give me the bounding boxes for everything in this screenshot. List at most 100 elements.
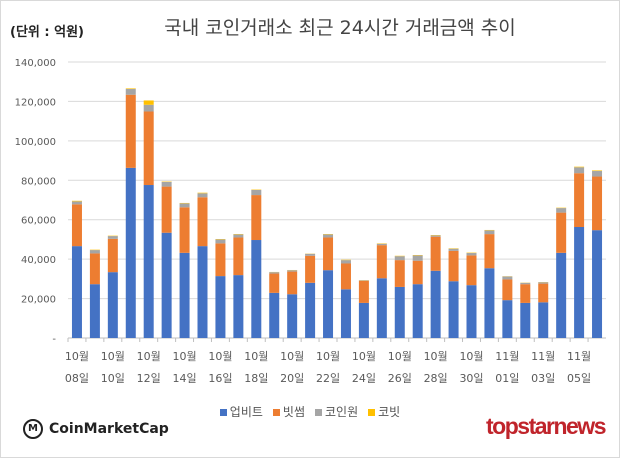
bar-segment (376, 243, 387, 246)
bar-segment (197, 193, 208, 198)
bar-segment (592, 176, 603, 231)
bar-segment (143, 111, 154, 186)
x-tick-label: 03일 (531, 371, 555, 385)
x-tick-label: 10월 (101, 350, 125, 363)
bar-segment (161, 186, 172, 233)
bar-segment (430, 270, 441, 338)
bar-segment (287, 270, 298, 272)
bar-segment (394, 256, 405, 261)
bar-segment (412, 255, 423, 261)
bar-segment (179, 207, 190, 253)
bar-segment (484, 230, 495, 235)
x-tick-label: 08일 (65, 371, 89, 385)
x-tick-label: 10월 (424, 350, 448, 363)
bar-segment (323, 237, 334, 271)
legend-label: 코인원 (325, 405, 359, 419)
bar-segment (287, 294, 298, 338)
x-tick-label: 11월 (495, 350, 519, 363)
bar-segment (340, 263, 351, 290)
bar-segment (340, 289, 351, 338)
legend-swatch (219, 409, 227, 416)
legend-swatch (272, 409, 280, 416)
stacked-bar-chart: - 20,000 40,000 60,000 80,000 100,000 120,000 1… (15, 58, 606, 385)
bar-segment (197, 197, 208, 247)
legend-item: 코빗 (368, 403, 400, 420)
bar-segment (305, 253, 316, 256)
bar-segment (251, 195, 262, 241)
x-tick-label: 16일 (208, 371, 232, 385)
bar-segment (538, 302, 549, 338)
bar-segment (592, 170, 603, 172)
x-tick-label: 11월 (567, 350, 591, 363)
bar-segment (448, 250, 459, 282)
bar-segment (520, 302, 531, 338)
x-tick-label: 10월 (65, 350, 89, 363)
topstarnews-logo: topstarnews (486, 413, 606, 439)
coinmarketcap-logo: M CoinMarketCap (23, 419, 169, 439)
bar-segment (592, 230, 603, 338)
bar-segment (520, 282, 531, 285)
bar-segment (430, 236, 441, 271)
bar-segment (143, 104, 154, 112)
bar-segment (269, 292, 280, 338)
bar-segment (358, 302, 369, 338)
bar-segment (502, 276, 513, 280)
coinmarketcap-text: CoinMarketCap (49, 421, 169, 437)
bar-segment (251, 240, 262, 338)
bar-segment (538, 282, 549, 284)
bar-segment (161, 181, 172, 187)
x-tick-label: 05일 (567, 371, 591, 385)
bar-segment (484, 268, 495, 338)
bar-segment (233, 275, 244, 338)
bar-segment (484, 234, 495, 269)
bar-segment (412, 260, 423, 285)
x-tick-label: 11월 (531, 350, 555, 363)
bar-segment (197, 246, 208, 338)
y-tick-label: - (52, 334, 56, 345)
bar-segment (376, 278, 387, 338)
bar-segment (574, 166, 585, 168)
bar-segment (340, 260, 351, 264)
bar-segment (71, 200, 82, 202)
bar-segment (520, 284, 531, 303)
bar-segment (287, 271, 298, 295)
bar-segment (502, 300, 513, 338)
y-tick-label: 60,000 (21, 216, 56, 227)
bar-segment (538, 283, 549, 303)
legend-swatch (368, 409, 376, 416)
bar-segment (394, 286, 405, 338)
bar-segment (430, 235, 441, 237)
bar-segment (125, 88, 136, 90)
y-tick-label: 120,000 (15, 97, 56, 108)
bar-segment (466, 255, 477, 286)
chart-title: 국내 코인거래소 최근 24시간 거래금액 추이 (164, 17, 516, 39)
bar-segment (125, 89, 136, 95)
x-tick-label: 10월 (244, 350, 268, 363)
bar-segment (592, 171, 603, 177)
x-tick-label: 28일 (424, 371, 448, 385)
bar-segment (556, 252, 567, 338)
bar-segment (71, 204, 82, 247)
legend-item: 업비트 (219, 403, 263, 420)
bar-segment (233, 237, 244, 276)
bar-segment (125, 94, 136, 168)
x-tick-label: 10월 (459, 350, 483, 363)
bar-segment (323, 234, 334, 238)
x-tick-label: 10월 (208, 350, 232, 363)
bar-segment (215, 239, 226, 244)
x-tick-label: 01일 (495, 371, 519, 385)
bar-segment (179, 252, 190, 338)
x-tick-label: 12일 (137, 371, 161, 385)
bar-segment (251, 189, 262, 196)
bar-segment (358, 280, 369, 303)
bar-segment (574, 227, 585, 338)
y-tick-label: 140,000 (15, 58, 56, 69)
bar-segment (305, 282, 316, 338)
bar-segment (143, 185, 154, 338)
x-tick-label: 10월 (316, 350, 340, 363)
x-tick-label: 18일 (244, 371, 268, 385)
bar-segment (71, 246, 82, 338)
y-tick-label: 40,000 (21, 255, 56, 266)
bar-segment (215, 243, 226, 277)
